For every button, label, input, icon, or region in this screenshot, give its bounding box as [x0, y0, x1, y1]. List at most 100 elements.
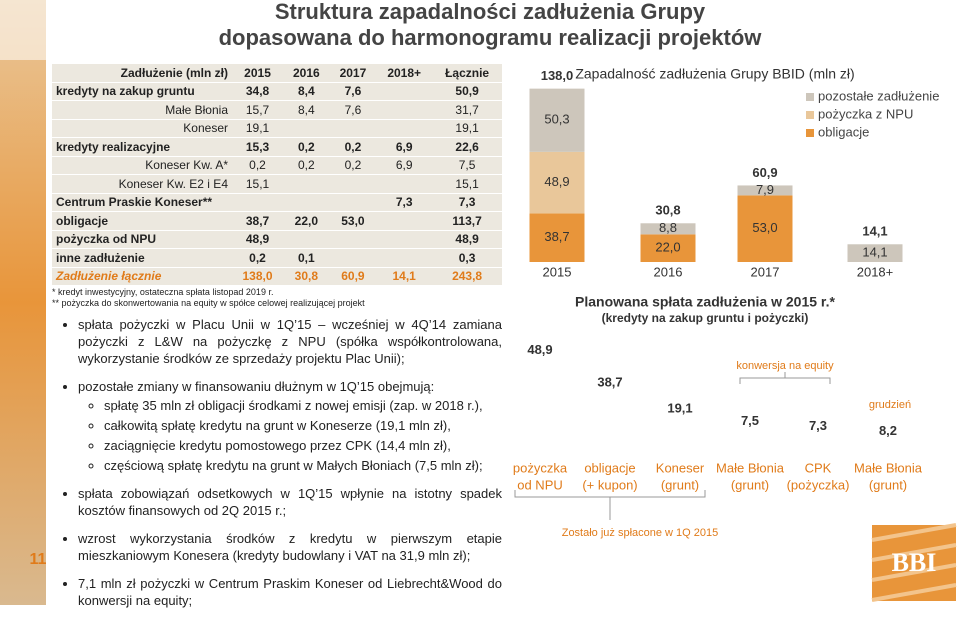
x-tick-label: 2018+ — [857, 264, 894, 279]
table-cell: 31,7 — [432, 100, 502, 120]
x-tick-label: 2015 — [543, 264, 572, 279]
table-row: Zadłużenie (mln zł) 2015 2016 2017 2018+ Łącz… — [52, 64, 502, 83]
slide: Struktura zapadalności zadłużenia Grupy … — [0, 0, 960, 605]
table-cell: 7,6 — [329, 82, 377, 101]
table-row: pożyczka od NPU 48,9 48,9 — [52, 230, 502, 249]
table-cell: Zadłużenie łącznie — [52, 267, 232, 286]
table-cell: 0,2 — [329, 156, 377, 175]
bar-value-label: 50,3 — [544, 112, 569, 127]
bar-value-label: 8,8 — [659, 220, 677, 235]
table-cell: 2016 — [283, 64, 330, 83]
table-cell: 60,9 — [329, 267, 377, 286]
table-row: Koneser Kw. A* 0,2 0,2 0,2 6,9 7,5 — [52, 156, 502, 175]
table-row: kredyty na zakup gruntu 34,8 8,4 7,6 50,9 — [52, 82, 502, 101]
legend-swatch — [806, 129, 814, 137]
bar-total-label: 14,1 — [862, 224, 887, 239]
strip-fade — [0, 0, 46, 60]
bar-segment — [737, 195, 793, 262]
bar-total-label: 138,0 — [541, 68, 574, 83]
table-cell — [329, 193, 377, 212]
table-cell: Koneser Kw. A* — [52, 156, 232, 175]
table-row: Centrum Praskie Koneser** 7,3 7,3 — [52, 193, 502, 212]
table-cell: 2017 — [329, 64, 377, 83]
table-cell — [329, 248, 377, 268]
table-cell: Koneser — [52, 119, 232, 138]
table-cell: 34,8 — [232, 82, 284, 101]
bullet-text: wzrost wykorzystania środków z kredytu w… — [78, 531, 502, 563]
waterfall-bar — [725, 429, 775, 435]
table-cell: 7,6 — [329, 100, 377, 120]
bullet: wzrost wykorzystania środków z kredytu w… — [78, 530, 502, 564]
table-cell: Koneser Kw. E2 i E4 — [52, 174, 232, 194]
table-cell: obligacje — [52, 211, 232, 231]
table-cell: 15,1 — [432, 174, 502, 194]
table-cell: 30,8 — [283, 267, 330, 286]
table-cell — [283, 193, 330, 212]
table-cell: 138,0 — [232, 267, 284, 286]
bar-segment — [640, 223, 696, 235]
bar-segment — [847, 244, 903, 262]
table-cell: 2015 — [232, 64, 284, 83]
x-tick-label: CPK — [805, 460, 832, 475]
table-row: Zadłużenie łącznie 138,0 30,8 60,9 14,1 243,8 — [52, 267, 502, 286]
table-cell: Centrum Praskie Koneser** — [52, 193, 232, 212]
bullet-text: spłata pożyczki w Placu Unii w 1Q’15 – w… — [78, 317, 502, 366]
waterfall-bar — [585, 391, 635, 417]
bullet: pozostałe zmiany w finansowaniu dłużnym … — [78, 378, 502, 474]
table-cell: 0,2 — [329, 137, 377, 157]
bullet: spłata zobowiązań odsetkowych w 1Q’15 wp… — [78, 485, 502, 519]
side-strip — [0, 0, 46, 605]
legend-label: pozostałe zadłużenie — [818, 88, 939, 103]
bullet: spłata pożyczki w Placu Unii w 1Q’15 – w… — [78, 316, 502, 367]
legend-swatch — [806, 111, 814, 119]
logo-stripes — [871, 523, 957, 602]
table-cell: 48,9 — [432, 230, 502, 249]
x-tick-label: (grunt) — [731, 477, 769, 492]
table-cell: Małe Błonia — [52, 100, 232, 120]
table-cell — [376, 211, 433, 231]
annotation: konwersja na equity — [736, 360, 834, 372]
table-cell: kredyty realizacyjne — [52, 137, 232, 157]
x-tick-label: (pożyczka) — [787, 477, 850, 492]
bar-segment — [529, 213, 585, 262]
bullet: 7,1 mln zł pożyczki w Centrum Praskim Ko… — [78, 575, 502, 609]
bar-value-label: 7,9 — [756, 182, 774, 197]
canvas: Struktura zapadalności zadłużenia Grupy … — [0, 0, 957, 605]
table-cell — [232, 193, 284, 212]
bullet-text: pozostałe zmiany w finansowaniu dłużnym … — [78, 379, 435, 394]
waterfall-bar — [515, 358, 565, 392]
table-cell: Zadłużenie (mln zł) — [52, 64, 232, 83]
annotation: grudzień — [869, 399, 911, 411]
table-cell: 7,3 — [376, 193, 433, 212]
bar-value-label: 14,1 — [862, 245, 887, 260]
table-cell: 6,9 — [376, 137, 433, 157]
x-tick-label: pożyczka — [513, 460, 568, 475]
bar-value-label: 22,0 — [655, 240, 680, 255]
table-cell: 19,1 — [232, 119, 284, 138]
bar-total-label: 60,9 — [752, 165, 777, 180]
bullet-text: spłata zobowiązań odsetkowych w 1Q’15 wp… — [78, 486, 502, 518]
table-row: Koneser Kw. E2 i E4 15,1 15,1 — [52, 174, 502, 194]
bar-value-label: 7,5 — [741, 413, 759, 428]
sub-bullets: spłatę 35 mln zł obligacji środkami z no… — [78, 397, 502, 474]
sub-bullet: zaciągnięcie kredytu pomostowego przez C… — [104, 437, 502, 454]
table-cell: 50,9 — [432, 82, 502, 101]
bar-value-label: 48,9 — [527, 342, 552, 357]
x-tick-label: Małe Błonia — [854, 460, 923, 475]
footnote: * kredyt inwestycyjny, ostateczna spłata… — [52, 287, 274, 297]
waterfall-bar — [863, 439, 913, 445]
sub-bullet: częściową spłatę kredytu na grunt w Mały… — [104, 457, 502, 474]
table-cell: 48,9 — [232, 230, 284, 249]
table-cell: 6,9 — [376, 156, 433, 175]
chart-title: Zapadalność zadłużenia Grupy BBID (mln z… — [575, 66, 854, 82]
footnotes: * kredyt inwestycyjny, ostateczna spłata… — [52, 287, 365, 309]
table-cell — [376, 100, 433, 120]
x-tick-label: Koneser — [656, 460, 705, 475]
table-cell — [329, 174, 377, 194]
table-cell: 19,1 — [432, 119, 502, 138]
annotation: Zostało już spłacone w 1Q 2015 — [562, 527, 719, 539]
table-cell — [283, 174, 330, 194]
table-row: inne zadłużenie 0,2 0,1 0,3 — [52, 248, 502, 268]
table-cell: 0,2 — [232, 248, 284, 268]
bar-value-label: 8,2 — [879, 423, 897, 438]
